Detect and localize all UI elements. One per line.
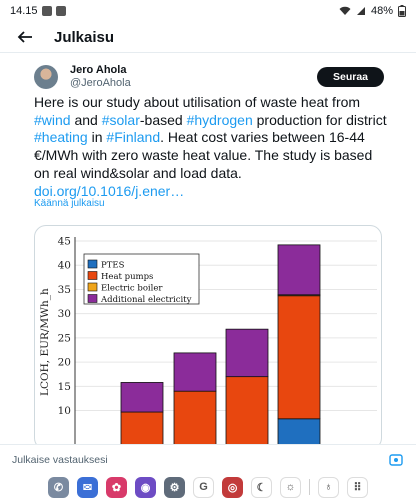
tweet-text-segment: and [70, 111, 102, 128]
y-tick-label: 45 [58, 236, 71, 248]
author-name[interactable]: Jero Ahola [70, 64, 127, 76]
bar-segment [173, 390, 217, 449]
tweet-text-segment: -based [139, 111, 187, 128]
camera-icon[interactable]: ◎ [222, 476, 243, 498]
tweet-link[interactable]: #heating [34, 129, 88, 146]
bar-segment [277, 244, 321, 296]
bar-segment [120, 382, 164, 413]
header-divider [0, 52, 416, 53]
tweet-link[interactable]: #solar [101, 111, 140, 128]
legend-box [83, 253, 200, 305]
bar-segment [225, 328, 269, 378]
follow-button[interactable]: Seuraa [317, 67, 384, 87]
legend-label: Electric boiler [101, 284, 163, 294]
status-time: 14.15 [10, 5, 38, 17]
page-title: Julkaisu [54, 28, 115, 46]
reply-input[interactable]: Julkaise vastauksesi [12, 453, 108, 466]
battery-icon [398, 5, 406, 17]
y-tick-label: 25 [58, 332, 71, 344]
tweet-text-segment: Here is our study about utilisation of w… [34, 94, 361, 110]
battery-level: 48% [370, 5, 393, 17]
image-icon [389, 453, 403, 466]
y-tick-label: 35 [58, 284, 71, 296]
author-row: Jero Ahola @JeroAhola Seuraa [34, 60, 384, 94]
apps-grid-icon[interactable]: ⠿ [347, 476, 368, 498]
bixby-icon[interactable]: ◉ [135, 476, 156, 498]
back-button[interactable] [14, 26, 36, 48]
planet-icon[interactable]: ♁ [318, 476, 339, 498]
reply-bar: Julkaise vastauksesi [0, 444, 416, 474]
gallery-icon[interactable]: ✿ [106, 476, 127, 498]
phone-icon[interactable]: ✆ [48, 476, 69, 498]
arrow-left-icon [17, 31, 32, 43]
messages-icon[interactable]: ✉ [77, 476, 98, 498]
tweet-text: Here is our study about utilisation of w… [34, 94, 389, 200]
tweet-link[interactable]: #hydrogen [186, 111, 253, 128]
translate-link[interactable]: Käännä julkaisu [34, 198, 105, 209]
browser-icon[interactable]: ☼ [280, 476, 301, 498]
bar-segment [173, 352, 217, 392]
tweet-text-segment: production for district [252, 111, 387, 128]
bar-segment [277, 295, 321, 420]
bar-segment [120, 411, 164, 449]
tweet-media[interactable]: 10 15 20 25 30 35 40 45 LCOH, EUR/MWh_h PTES Heat … [34, 225, 382, 450]
lcoh-chart: 10 15 20 25 30 35 40 45 LCOH, EUR/MWh_h PTESHeat … [39, 236, 377, 449]
y-tick-label: 20 [58, 357, 71, 369]
tweet-link[interactable]: doi.org/10.1016/j.ener… [34, 182, 185, 199]
y-axis-label: LCOH, EUR/MWh_h [39, 288, 51, 396]
y-tick-label: 10 [58, 405, 71, 417]
legend-swatch [87, 271, 98, 280]
y-tick-label: 30 [58, 308, 71, 320]
legend-swatch [87, 259, 98, 269]
legend-label: Heat pumps [101, 272, 153, 282]
taskbar-separator [309, 479, 310, 495]
signal-icon [356, 7, 365, 15]
night-mode-icon[interactable]: ☾ [251, 476, 272, 498]
status-bar: 14.15 48% [0, 0, 416, 22]
y-tick-label: 15 [58, 381, 71, 393]
notification-icon [55, 6, 66, 16]
google-icon[interactable]: G [193, 476, 214, 498]
tweet-text-segment: in [87, 129, 107, 146]
status-right: 48% [339, 5, 406, 17]
status-left: 14.15 [10, 5, 66, 17]
tweet-link[interactable]: #wind [34, 111, 71, 128]
avatar[interactable] [34, 65, 58, 89]
tweet-text-segment: . Heat cost varies between 16-44 €/MWh w… [34, 129, 373, 181]
author-handle[interactable]: @JeroAhola [70, 77, 131, 89]
legend-swatch [87, 282, 98, 292]
add-image-button[interactable] [388, 452, 404, 468]
legend-label: Additional electricity [100, 295, 192, 305]
bar-segment [225, 376, 269, 449]
wifi-icon [339, 6, 351, 15]
linkedin-notification-icon [41, 6, 52, 16]
settings-icon[interactable]: ⚙ [164, 476, 185, 498]
tweet-link[interactable]: #Finland [106, 129, 161, 146]
y-tick-label: 40 [58, 260, 71, 272]
taskbar: ✆ ✉ ✿ ◉ ⚙ G ◎ ☾ ☼ ♁ ⠿ [0, 474, 416, 500]
legend-label: PTES [101, 261, 125, 271]
author-names: Jero Ahola @JeroAhola [70, 64, 131, 90]
legend-swatch [87, 294, 98, 303]
header: Julkaisu [0, 22, 416, 52]
